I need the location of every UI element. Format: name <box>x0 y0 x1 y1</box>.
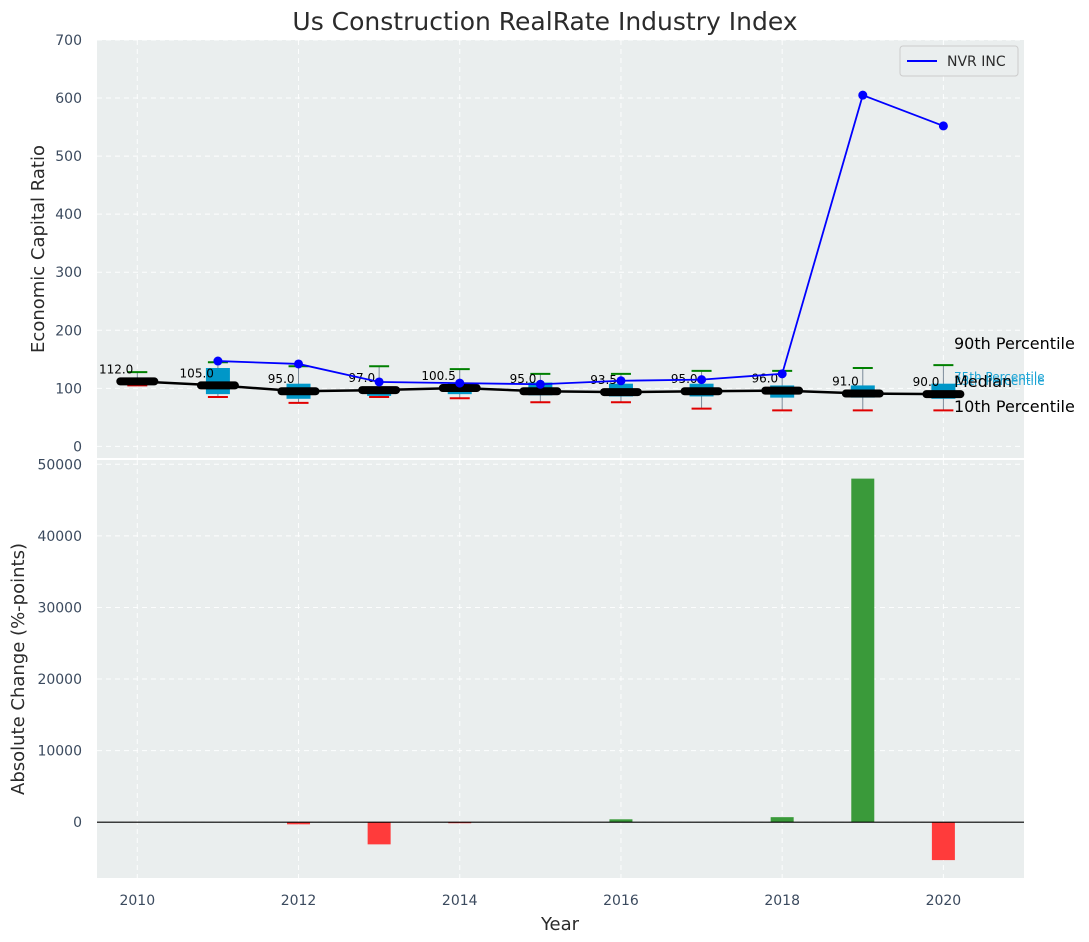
bottom-y-axis-label: Absolute Change (%-points) <box>8 543 29 795</box>
annotation-median: Median <box>954 372 1012 391</box>
legend-box <box>899 45 1019 77</box>
bottom-y-tick-label: 10000 <box>37 744 82 760</box>
median-value-label: 90.0 <box>913 375 940 389</box>
change-bar <box>851 478 875 823</box>
top-y-ticks: 0 100 200 300 400 500 600 700 <box>55 33 82 455</box>
change-bars <box>287 478 955 861</box>
median-value-label: 112.0 <box>99 362 133 376</box>
top-y-tick-label: 400 <box>55 207 82 223</box>
nvr-point <box>374 377 384 387</box>
change-bar <box>287 822 311 825</box>
median-value-label: 105.0 <box>180 366 214 380</box>
median-value-label: 93.5 <box>590 373 617 387</box>
nvr-point <box>697 375 707 385</box>
top-y-tick-label: 100 <box>55 381 82 397</box>
iqr-box <box>205 368 230 395</box>
bottom-panel-background <box>97 460 1024 878</box>
x-tick-label: 2020 <box>926 893 962 909</box>
nvr-point <box>535 379 545 389</box>
median-value-label: 95.0 <box>510 372 537 386</box>
bottom-y-tick-label: 40000 <box>37 529 82 545</box>
change-bar <box>609 819 633 823</box>
annotation-p90: 90th Percentile <box>954 334 1075 353</box>
nvr-point <box>455 378 465 388</box>
x-tick-label: 2010 <box>119 893 155 909</box>
legend: NVR INC <box>899 45 1019 77</box>
change-bar <box>367 822 391 845</box>
x-tick-label: 2016 <box>603 893 639 909</box>
change-bar <box>931 822 955 861</box>
median-value-label: 95.0 <box>268 372 295 386</box>
nvr-point <box>777 369 787 379</box>
top-y-tick-label: 200 <box>55 323 82 339</box>
chart-title: Us Construction RealRate Industry Index <box>292 7 797 36</box>
bottom-grid <box>97 460 1024 878</box>
annotation-p25: 25th Percentile <box>954 374 1045 388</box>
top-y-tick-label: 500 <box>55 149 82 165</box>
median-series: 112.0 105.0 95.0 97.0 100.5 95.0 93.5 95.0 96.0 9… <box>99 362 965 399</box>
median-value-label: 100.5 <box>421 369 455 383</box>
x-tick-label: 2018 <box>764 893 800 909</box>
bottom-y-ticks: 0 10000 20000 30000 40000 50000 <box>37 457 82 831</box>
nvr-point <box>938 121 948 131</box>
bottom-y-tick-label: 0 <box>73 815 82 831</box>
top-y-tick-label: 0 <box>73 439 82 455</box>
x-tick-label: 2014 <box>442 893 478 909</box>
x-ticks: 2010 2012 2014 2016 2018 2020 <box>119 893 961 909</box>
annotation-p75: 75th Percentile <box>954 370 1045 384</box>
nvr-point <box>213 356 223 366</box>
company-series <box>213 90 948 389</box>
nvr-point <box>616 376 626 386</box>
bottom-y-tick-label: 30000 <box>37 600 82 616</box>
median-value-label: 91.0 <box>832 375 859 389</box>
x-tick-label: 2012 <box>281 893 317 909</box>
nvr-point <box>294 359 304 369</box>
top-grid <box>97 39 1024 458</box>
nvr-line <box>217 93 944 386</box>
legend-label-nvr: NVR INC <box>947 54 1006 70</box>
annotation-p10: 10th Percentile <box>954 397 1075 416</box>
top-y-tick-label: 300 <box>55 265 82 281</box>
x-axis-label: Year <box>540 914 580 935</box>
top-y-tick-label: 600 <box>55 91 82 107</box>
change-bar <box>770 817 794 823</box>
bottom-y-tick-label: 50000 <box>37 457 82 473</box>
bottom-y-tick-label: 20000 <box>37 672 82 688</box>
top-y-tick-label: 700 <box>55 33 82 49</box>
nvr-point <box>858 90 868 100</box>
top-y-axis-label: Economic Capital Ratio <box>28 145 49 353</box>
